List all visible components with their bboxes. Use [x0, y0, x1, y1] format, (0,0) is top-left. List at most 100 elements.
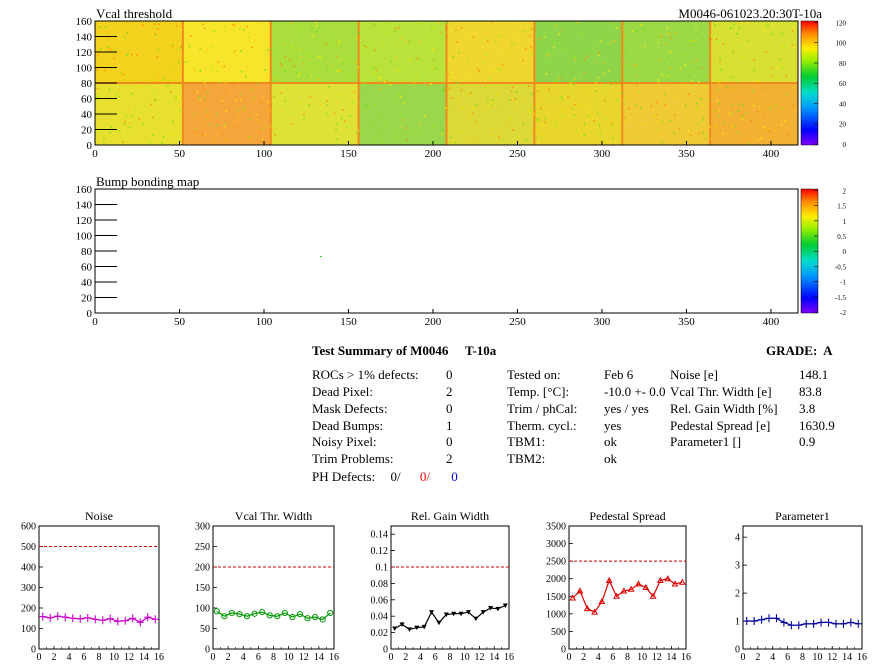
pixel-speck	[776, 66, 779, 69]
pixel-speck	[515, 101, 518, 103]
pixel-speck	[168, 132, 170, 135]
pixel-speck	[610, 83, 612, 86]
data-point	[54, 612, 62, 621]
data-point	[473, 616, 479, 622]
pixel-speck	[495, 40, 497, 43]
data-point	[598, 597, 606, 605]
pixel-speck	[336, 122, 338, 125]
pixel-speck	[560, 29, 563, 31]
summary-title-text: Test Summary of M0046	[312, 343, 449, 358]
pixel-speck	[510, 117, 512, 120]
pixel-speck	[172, 120, 174, 123]
pixel-speck	[240, 50, 242, 52]
data-point	[671, 580, 679, 587]
pixel-speck	[358, 34, 360, 37]
pixel-speck	[432, 48, 434, 51]
x-tick-label: 2	[52, 652, 57, 663]
pixel-speck	[245, 75, 247, 78]
pixel-speck	[745, 112, 748, 114]
pixel-speck	[677, 68, 679, 70]
pixel-speck	[224, 82, 227, 84]
x-tick-label: 200	[425, 148, 442, 160]
x-tick-label: 16	[154, 652, 164, 663]
defect-value: 2	[446, 451, 453, 466]
x-tick-label: 8	[625, 652, 630, 663]
pixel-speck	[738, 27, 740, 30]
pixel-speck	[279, 63, 282, 65]
pixel-speck	[309, 96, 312, 98]
pixel-speck	[499, 103, 502, 106]
pixel-speck	[614, 40, 616, 42]
pixel-speck	[593, 120, 595, 122]
pixel-speck	[692, 91, 695, 93]
pixel-speck	[764, 87, 767, 90]
map2-axes: 0 50 100 150 200 250 300 350 400 0 20 40 60 80 100 120 1…	[76, 184, 780, 328]
y-tick-label: 120	[76, 47, 93, 59]
pixel-speck	[355, 131, 358, 134]
pixel-speck	[431, 46, 433, 49]
pixel-speck	[476, 55, 479, 58]
pixel-speck	[404, 115, 407, 117]
pixel-speck	[729, 77, 731, 79]
pixel-speck	[692, 61, 695, 63]
pixel-speck	[570, 73, 572, 75]
data-point	[228, 609, 236, 617]
pixel-speck	[108, 89, 111, 91]
pixel-speck	[122, 73, 125, 76]
data-point	[84, 613, 92, 622]
defect-label: Dead Bumps:	[312, 418, 384, 433]
pixel-speck	[535, 117, 537, 119]
pixel-speck	[399, 69, 401, 71]
pixel-speck	[590, 140, 592, 143]
pixel-speck	[511, 129, 514, 131]
pixel-speck	[763, 29, 766, 32]
pixel-speck	[413, 81, 415, 84]
pixel-speck	[310, 125, 313, 128]
pixel-speck	[236, 126, 239, 128]
pixel-speck	[271, 92, 273, 95]
pixel-speck	[573, 83, 575, 85]
pixel-speck	[327, 39, 330, 42]
pixel-speck	[303, 113, 305, 116]
pixel-speck	[471, 70, 473, 73]
data-point	[304, 615, 311, 622]
ph-defects: PH Defects: 0/ 0/ 0	[312, 469, 458, 485]
pixel-speck	[666, 83, 668, 85]
pixel-speck	[723, 121, 725, 124]
pixel-speck	[265, 124, 267, 127]
pixel-speck	[377, 76, 380, 79]
param-value: 0.9	[799, 434, 816, 449]
data-point	[106, 614, 114, 623]
y-tick-label: 20	[81, 293, 93, 305]
y-tick-label: 0.06	[371, 595, 389, 606]
pixel-speck	[487, 98, 489, 100]
pixel-speck	[548, 88, 550, 91]
pixel-speck	[214, 30, 217, 33]
series-line	[216, 610, 331, 621]
pixel-speck	[450, 136, 452, 139]
pixel-speck	[342, 108, 344, 111]
pixel-speck	[698, 81, 700, 84]
pixel-speck	[441, 90, 444, 92]
data-point	[421, 624, 427, 630]
pixel-speck	[508, 99, 510, 101]
data-point	[678, 578, 686, 585]
x-tick-label: 14	[666, 652, 676, 663]
pixel-speck	[580, 95, 582, 98]
pixel-speck	[355, 61, 358, 64]
pixel-speck	[354, 73, 356, 76]
map2-dot	[320, 256, 322, 257]
pixel-speck	[256, 21, 258, 24]
pixel-speck	[647, 90, 649, 93]
pixel-speck	[430, 83, 432, 85]
pixel-speck	[399, 114, 402, 116]
pixel-speck	[634, 103, 637, 105]
map1-title: Vcal threshold	[96, 6, 173, 21]
pixel-speck	[426, 85, 429, 87]
pixel-speck	[354, 59, 356, 62]
pixel-speck	[499, 132, 502, 134]
pixel-speck	[123, 123, 126, 126]
pixel-speck	[707, 54, 710, 56]
pixel-speck	[594, 60, 596, 63]
